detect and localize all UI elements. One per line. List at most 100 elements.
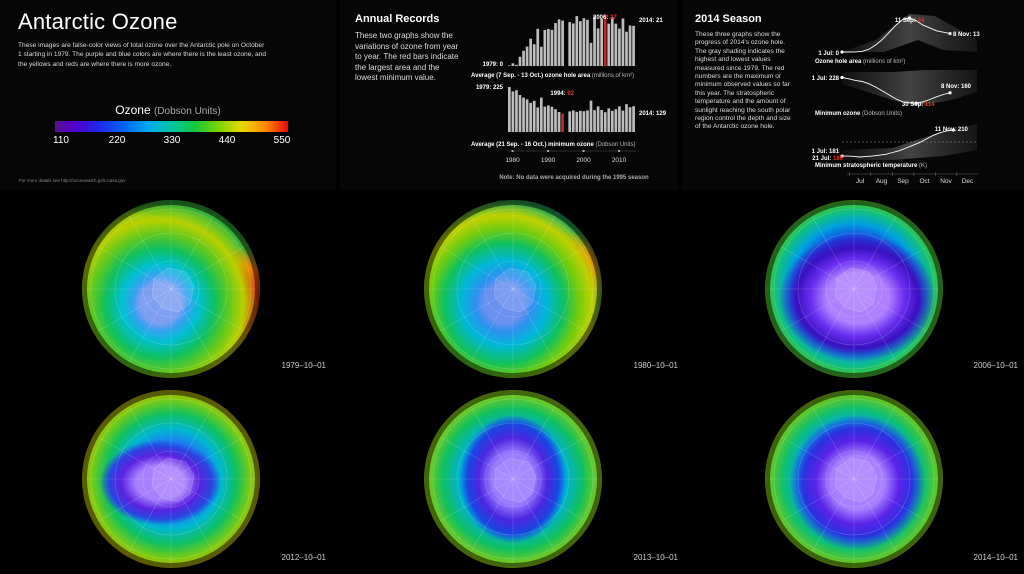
ozone-colorbar <box>55 121 288 132</box>
temp-chart-label: Minimum stratospheric temperature (K) <box>815 163 927 169</box>
area-bar <box>561 20 564 66</box>
area-end-label: 8 Nov: 13 <box>953 32 980 38</box>
area-max-dot <box>907 16 912 20</box>
ozone-globe-1980 <box>424 200 602 378</box>
area-bar <box>596 28 600 67</box>
month-tick-label: Dec <box>962 178 974 185</box>
area-bar <box>525 46 529 66</box>
area-bar <box>536 28 540 67</box>
year-tick-label: 1980 <box>505 157 520 164</box>
colorbar-tick: 550 <box>273 135 291 146</box>
min-ozone-bar <box>532 100 536 132</box>
min-ozone-bar <box>579 110 582 132</box>
year-tick <box>582 150 585 152</box>
min-ozone-bar <box>589 100 593 132</box>
min-start-dot <box>840 75 844 80</box>
graticule <box>424 200 602 378</box>
colorbar-tick: 330 <box>163 135 181 146</box>
globe-date-label: 2012–10–01 <box>281 553 327 562</box>
min-line <box>841 77 951 104</box>
area-bar <box>593 16 596 66</box>
min-ozone-bar <box>529 102 532 132</box>
area-bar <box>529 38 532 66</box>
ozone-globe-2014 <box>765 390 943 568</box>
area-bar <box>554 23 557 67</box>
area-label-last: 2014: 21 <box>639 18 663 24</box>
area-bar <box>600 19 603 66</box>
min-ozone-bar <box>525 99 529 132</box>
colorbar-unit: (Dobson Units) <box>154 106 221 117</box>
graticule <box>82 200 260 378</box>
annual-description: These two graphs show the variations of … <box>355 31 459 82</box>
graticule <box>424 390 602 568</box>
area-bar <box>632 25 635 67</box>
globe-date-label: 1980–10–01 <box>633 361 679 370</box>
month-tick-label: Jul <box>856 178 865 185</box>
globe-date-label: 2006–10–01 <box>973 361 1019 370</box>
area-bar <box>568 22 572 66</box>
globe-date-label: 2014–10–01 <box>973 553 1019 562</box>
min-ozone-bar <box>625 104 628 132</box>
area-label-max: 2006: 27 <box>593 15 617 21</box>
min-end-label: 8 Nov: 160 <box>941 84 972 90</box>
area-bar <box>557 19 561 66</box>
min-ozone-bar <box>571 110 575 132</box>
min-ozone-bar <box>607 108 611 132</box>
year-tick <box>511 150 514 152</box>
min-shading <box>842 70 977 106</box>
colorbar-title: Ozone (Dobson Units) <box>0 103 336 117</box>
min-ozone-bar <box>550 106 554 132</box>
area-bar <box>589 42 593 66</box>
area-start-dot <box>840 50 844 54</box>
month-tick-label: Sep <box>897 178 909 185</box>
min-ozone-bar <box>536 107 540 132</box>
min-ozone-bar <box>522 97 525 132</box>
season-description: These three graphs show the progress of … <box>695 31 791 131</box>
colorbar-label: Ozone <box>115 103 151 117</box>
area-bar <box>508 65 511 66</box>
min-ozone-bar <box>621 110 625 132</box>
month-tick-label: Oct <box>919 178 929 185</box>
temp-line <box>842 129 954 158</box>
ozone-globe-1979 <box>82 200 260 378</box>
temp-shading <box>842 124 977 160</box>
footer-link[interactable]: For more details see http://ozonewatch.g… <box>19 178 126 183</box>
min-low-dot <box>914 101 918 105</box>
area-bar <box>543 29 547 67</box>
min-ozone-bar <box>511 91 515 132</box>
min-ozone-bar <box>582 111 586 132</box>
month-tick-label: Nov <box>940 178 952 185</box>
annual-records-panel: Annual Records These two graphs show the… <box>340 0 678 190</box>
min-start-label: 1 Jul: 228 <box>812 76 840 82</box>
ozone-globe-2012 <box>82 390 260 568</box>
area-bar <box>511 63 515 66</box>
annual-note: Note: No data were acquired during the 1… <box>499 175 649 181</box>
min-label-first: 1979: 225 <box>476 85 504 91</box>
area-bar <box>614 23 618 66</box>
area-bar <box>571 23 575 67</box>
min-ozone-bar <box>614 109 618 132</box>
min-ozone-bar <box>593 110 596 132</box>
min-ozone-bar <box>600 110 603 132</box>
min-ozone-bar <box>610 110 614 132</box>
min-ozone-bar <box>632 106 635 132</box>
intro-panel: Antarctic Ozone These images are false-c… <box>0 0 336 190</box>
area-bar <box>579 21 582 67</box>
year-tick <box>547 150 550 152</box>
year-tick-label: 1990 <box>541 157 556 164</box>
area-max-label: 11 Sep: 24 <box>895 18 925 24</box>
area-bar <box>522 50 525 66</box>
min-ozone-bar <box>603 112 607 132</box>
year-tick-label: 2010 <box>612 157 627 164</box>
min-ozone-bar <box>554 109 557 132</box>
temp-end-dot <box>951 128 955 132</box>
area-bar <box>575 16 579 66</box>
area-bar <box>539 46 543 66</box>
min-ozone-bar <box>557 112 561 132</box>
min-ozone-bar <box>575 111 579 132</box>
graticule <box>765 390 943 568</box>
colorbar-tick: 220 <box>108 135 126 146</box>
min-ozone-bar <box>515 90 518 132</box>
min-ozone-bar <box>547 105 550 132</box>
graticule <box>765 200 943 378</box>
